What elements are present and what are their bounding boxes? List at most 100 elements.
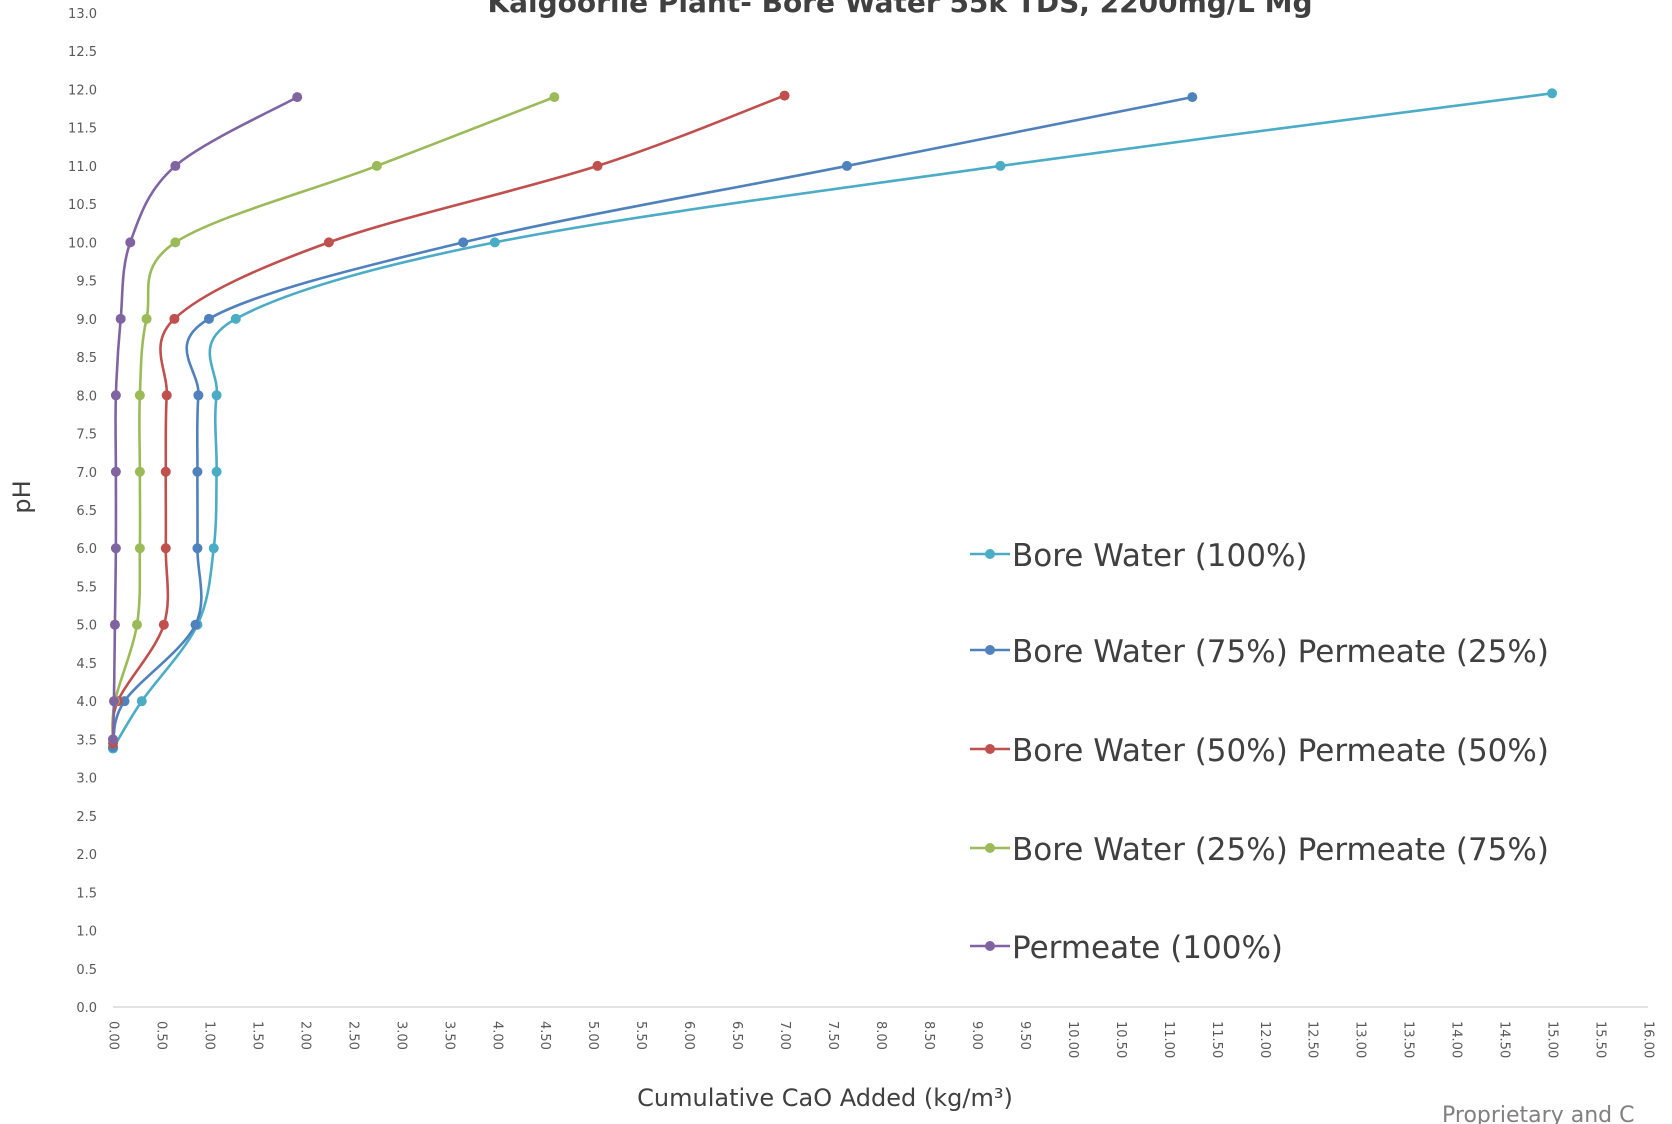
data-point [211, 466, 222, 477]
x-tick-label: 3.50 [441, 1021, 456, 1050]
legend-item: Bore Water (75%) Permeate (25%) [970, 634, 1549, 670]
x-tick-label: 8.00 [873, 1021, 888, 1050]
y-tick-label: 5.5 [76, 580, 97, 595]
x-tick-label: 7.00 [777, 1021, 792, 1050]
data-point [549, 92, 560, 103]
x-tick-label: 13.50 [1401, 1021, 1416, 1058]
x-tick-label: 1.00 [201, 1021, 216, 1050]
data-point [458, 237, 469, 248]
series-line [111, 95, 555, 740]
series-5 [108, 92, 303, 745]
legend-label: Bore Water (25%) Permeate (75%) [1012, 832, 1549, 868]
data-point [108, 734, 118, 745]
x-tick-label: 12.50 [1305, 1021, 1320, 1058]
data-point [109, 619, 120, 630]
series-line [111, 94, 786, 744]
data-point [230, 313, 241, 324]
data-point [190, 619, 201, 630]
data-point [160, 543, 171, 554]
data-point [203, 313, 214, 324]
x-tick-label: 15.00 [1545, 1021, 1560, 1058]
y-tick-label: 10.5 [68, 198, 97, 213]
legend-item: Permeate (100%) [970, 930, 1283, 966]
y-tick-label: 0.5 [76, 963, 97, 978]
x-tick-label: 4.00 [489, 1021, 504, 1050]
x-tick-label: 16.00 [1641, 1021, 1656, 1058]
x-tick-label: 15.50 [1593, 1021, 1608, 1058]
legend-swatch-marker [985, 549, 995, 559]
x-tick-label: 2.00 [297, 1021, 312, 1050]
data-point [125, 237, 136, 248]
data-point [192, 466, 203, 477]
x-tick-label: 3.00 [393, 1021, 408, 1050]
x-tick-label: 0.00 [106, 1021, 121, 1050]
data-point [161, 390, 172, 401]
y-tick-label: 7.0 [76, 466, 97, 481]
y-tick-label: 12.5 [68, 45, 97, 60]
data-point [141, 313, 152, 324]
data-point [211, 390, 222, 401]
data-point [169, 313, 180, 324]
x-tick-label: 14.50 [1497, 1021, 1512, 1058]
data-point [489, 237, 500, 248]
series-4 [108, 92, 560, 745]
y-tick-label: 1.0 [76, 925, 97, 940]
data-point [170, 160, 181, 171]
y-tick-label: 9.0 [76, 313, 97, 328]
data-point [134, 466, 145, 477]
legend-item: Bore Water (50%) Permeate (50%) [970, 733, 1549, 769]
data-point [170, 237, 181, 248]
y-tick-label: 9.5 [76, 275, 97, 290]
y-tick-label: 11.5 [68, 122, 97, 137]
legend-label: Bore Water (50%) Permeate (50%) [1012, 733, 1549, 769]
data-point [110, 390, 121, 401]
y-tick-label: 0.0 [76, 1001, 97, 1016]
x-tick-label: 8.50 [921, 1021, 936, 1050]
x-tick-label: 11.50 [1209, 1021, 1224, 1058]
legend-item: Bore Water (25%) Permeate (75%) [970, 832, 1549, 868]
x-tick-label: 9.00 [969, 1021, 984, 1050]
data-point [208, 543, 219, 554]
data-point [134, 390, 145, 401]
y-axis-ticks: 0.0 0.5 1.0 1.5 2.0 2.5 3.0 3.5 4.0 4.5 5.0 5.5 6.0 6… [68, 7, 97, 1016]
y-tick-label: 5.0 [76, 619, 97, 634]
y-tick-label: 13.0 [68, 7, 97, 22]
x-tick-label: 14.00 [1449, 1021, 1464, 1058]
data-point [292, 92, 303, 103]
y-tick-label: 4.0 [76, 695, 97, 710]
data-point [1547, 88, 1558, 99]
y-axis-title: pH [8, 480, 36, 513]
y-tick-label: 3.0 [76, 772, 97, 787]
x-tick-label: 1.50 [249, 1021, 264, 1050]
data-point [108, 696, 119, 707]
data-point [131, 619, 142, 630]
footer-text: Proprietary and C [1442, 1103, 1634, 1124]
data-point [192, 543, 203, 554]
data-point [134, 543, 145, 554]
legend-label: Permeate (100%) [1012, 930, 1283, 966]
data-point [136, 696, 147, 707]
data-point [841, 160, 852, 171]
data-point [158, 619, 169, 630]
series-line [111, 95, 298, 740]
y-tick-label: 7.5 [76, 428, 97, 443]
x-tick-label: 12.00 [1257, 1021, 1272, 1058]
legend-swatch-marker [985, 744, 995, 754]
data-point [115, 313, 126, 324]
x-tick-label: 10.00 [1065, 1021, 1080, 1058]
x-tick-label: 6.50 [729, 1021, 744, 1050]
y-tick-label: 1.5 [76, 886, 97, 901]
y-tick-label: 11.0 [68, 160, 97, 175]
data-point [160, 466, 171, 477]
x-tick-label: 5.50 [633, 1021, 648, 1050]
data-point [371, 160, 382, 171]
y-tick-label: 2.0 [76, 848, 97, 863]
legend-item: Bore Water (100%) [970, 538, 1308, 574]
legend-swatch-marker [985, 843, 995, 853]
x-tick-label: 0.50 [153, 1021, 168, 1050]
y-tick-label: 8.0 [76, 389, 97, 404]
y-tick-label: 10.0 [68, 236, 97, 251]
legend-label: Bore Water (75%) Permeate (25%) [1012, 634, 1549, 670]
data-point [110, 466, 121, 477]
